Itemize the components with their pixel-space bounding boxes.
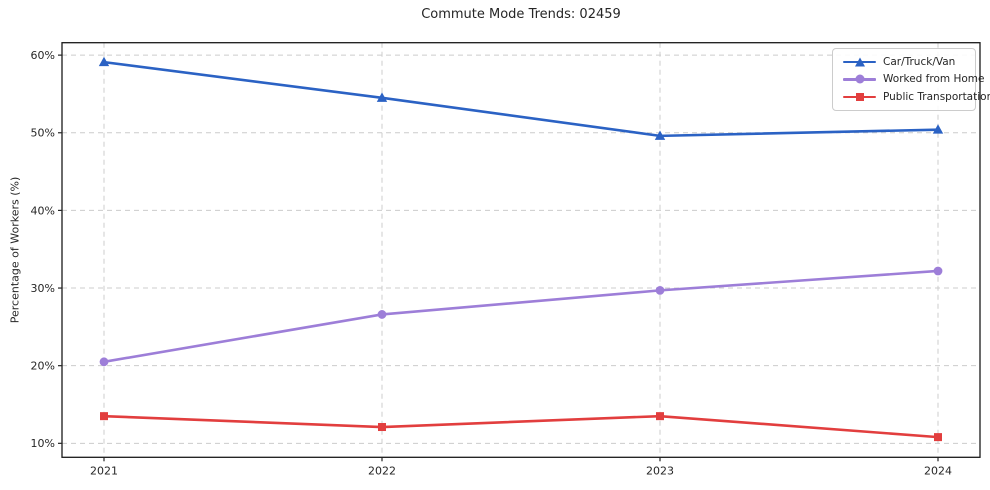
marker-car-truck-van-2022 xyxy=(376,92,388,102)
y-tick-label: 50% xyxy=(31,127,55,140)
legend-sample xyxy=(843,56,876,67)
legend-label: Worked from Home xyxy=(883,73,985,86)
square-icon xyxy=(855,92,864,101)
marker-car-truck-van-2023 xyxy=(654,130,666,140)
y-tick-label: 10% xyxy=(31,437,55,450)
series-line-public-transportation xyxy=(102,414,940,439)
legend-item-worked-from-home: Worked from Home xyxy=(843,71,984,89)
y-tick-label: 40% xyxy=(31,204,55,217)
legend-sample xyxy=(843,74,876,85)
y-tick-label: 20% xyxy=(31,360,55,373)
legend-item-public-transportation: Public Transportation xyxy=(843,88,990,106)
marker-car-truck-van-2024 xyxy=(932,124,944,134)
circle-icon xyxy=(855,74,864,84)
marker-public-transportation-2022 xyxy=(378,423,386,432)
y-tick-label: 60% xyxy=(31,49,55,62)
series-line-car-truck-van xyxy=(102,60,940,138)
y-tick-label: 30% xyxy=(31,282,55,295)
legend-item-car-truck-van: Car/Truck/Van xyxy=(843,53,969,71)
x-tick-label: 2023 xyxy=(646,464,674,477)
marker-worked-from-home-2023 xyxy=(655,285,665,295)
marker-car-truck-van-2021 xyxy=(98,56,110,67)
axes-box xyxy=(61,42,981,458)
marker-public-transportation-2023 xyxy=(656,412,664,421)
legend: Car/Truck/Van Worked from Home Public Tran… xyxy=(832,48,990,111)
x-tick-label: 2021 xyxy=(90,464,118,477)
marker-worked-from-home-2022 xyxy=(377,310,387,319)
x-tick-label: 2022 xyxy=(368,464,396,477)
marker-worked-from-home-2021 xyxy=(99,357,109,367)
marker-public-transportation-2021 xyxy=(100,412,108,421)
legend-label: Public Transportation xyxy=(883,90,990,103)
marker-worked-from-home-2024 xyxy=(933,266,943,276)
legend-sample xyxy=(843,91,876,102)
chart-title: Commute Mode Trends: 02459 xyxy=(421,7,621,22)
x-tick-label: 2024 xyxy=(924,464,952,477)
series-line-worked-from-home xyxy=(102,269,940,364)
legend-label: Car/Truck/Van xyxy=(883,55,956,68)
triangle-icon xyxy=(854,57,865,67)
marker-public-transportation-2024 xyxy=(934,433,942,442)
